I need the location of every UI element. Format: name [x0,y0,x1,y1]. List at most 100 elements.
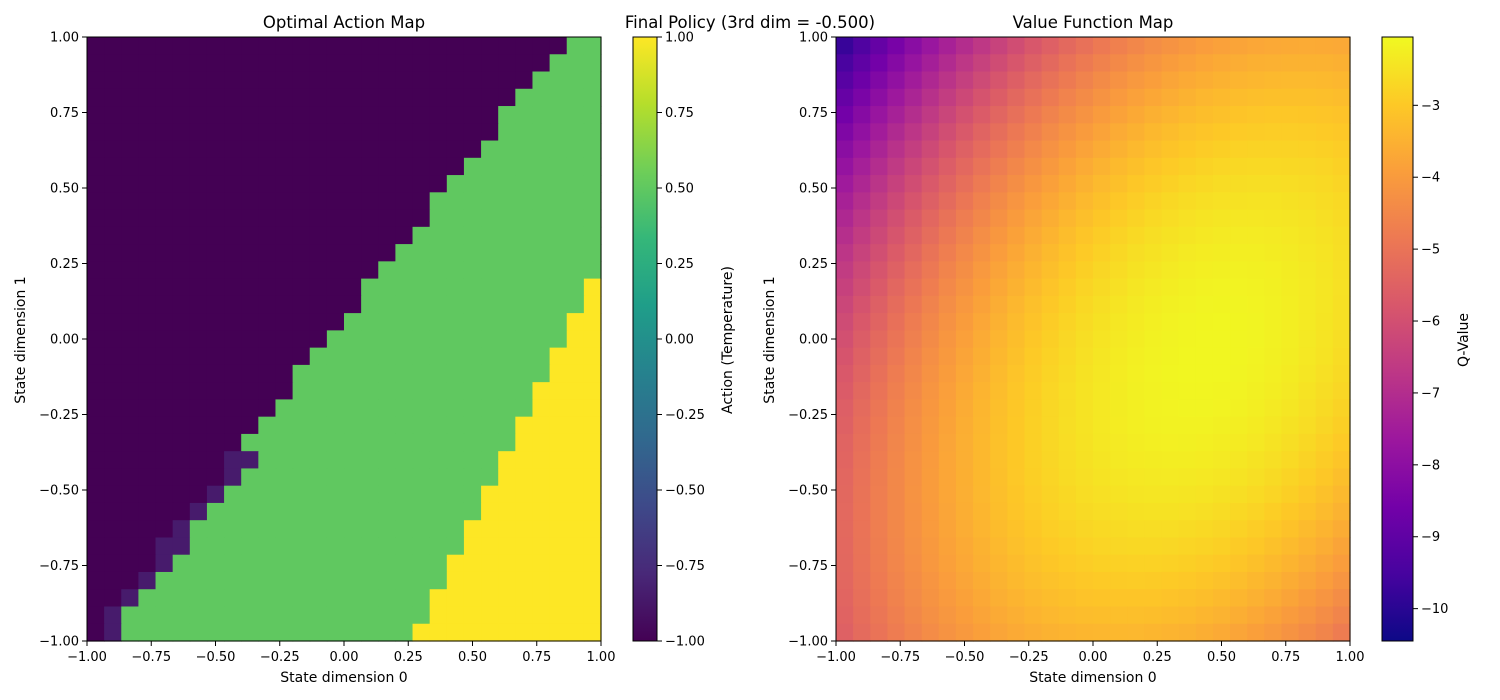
heatmap-cell [258,485,277,504]
heatmap-cell [155,330,174,349]
heatmap-cell [1007,364,1026,383]
heatmap-cell [344,88,362,107]
heatmap-cell [361,347,379,366]
heatmap-cell [87,192,105,211]
heatmap-cell [155,606,174,625]
heatmap-cell [463,244,482,262]
heatmap-cell [155,433,174,452]
heatmap-cell [1332,244,1351,262]
heatmap-cell [549,140,568,159]
heatmap-cell [292,54,311,73]
heatmap-cell [292,226,311,245]
heatmap-cell [887,433,906,452]
heatmap-cell [1041,347,1060,366]
heatmap-cell [446,399,465,418]
heatmap-cell [1127,244,1145,262]
heatmap-cell [1212,485,1231,504]
heatmap-cell [155,347,174,366]
heatmap-cell [1127,589,1145,608]
heatmap-cell [1058,106,1077,124]
heatmap-cell [412,502,431,521]
heatmap-cell [344,295,362,314]
heatmap-cell [1178,623,1197,642]
heatmap-cell [973,71,991,90]
heatmap-cell [1247,88,1265,107]
heatmap-cell [412,175,431,193]
heatmap-cell [973,330,991,349]
heatmap-cell [258,502,277,521]
heatmap-cell [955,244,974,262]
heatmap-cell [446,623,465,642]
heatmap-cell [515,537,534,556]
action-map-x-tick-label: −0.50 [196,650,236,665]
heatmap-cell [990,106,1008,124]
heatmap-cell [258,520,277,539]
heatmap-cell [378,433,396,452]
heatmap-cell [395,520,414,539]
heatmap-cell [549,175,568,193]
heatmap-cell [1332,399,1351,418]
heatmap-cell [241,433,259,452]
heatmap-cell [870,244,888,262]
heatmap-cell [395,295,414,314]
heatmap-cell [1161,520,1180,539]
heatmap-cell [955,157,974,176]
heatmap-cell [361,416,379,435]
heatmap-cell [1264,175,1283,193]
heatmap-cell [87,554,105,573]
heatmap-cell [309,399,328,418]
heatmap-cell [361,606,379,625]
heatmap-cell [1298,226,1317,245]
heatmap-cell [1247,451,1265,470]
heatmap-cell [1195,330,1214,349]
heatmap-cell [1144,295,1163,314]
heatmap-cell [498,502,516,521]
heatmap-cell [853,140,871,159]
heatmap-cell [549,295,568,314]
heatmap-cell [1230,399,1248,418]
heatmap-cell [429,209,448,228]
heatmap-cell [121,244,139,262]
heatmap-cell [1212,451,1231,470]
heatmap-cell [870,399,888,418]
heatmap-cell [446,157,465,176]
heatmap-cell [1058,468,1077,487]
heatmap-cell [1024,261,1043,280]
heatmap-cell [921,364,940,383]
heatmap-cell [1058,330,1077,349]
heatmap-cell [990,433,1008,452]
heatmap-cell [955,485,974,504]
heatmap-cell [1093,37,1111,55]
heatmap-cell [532,313,551,331]
heatmap-cell [104,623,122,642]
heatmap-cell [1041,313,1060,331]
heatmap-cell [258,123,277,142]
heatmap-cell [938,589,957,608]
heatmap-cell [955,399,974,418]
heatmap-cell [532,261,551,280]
heatmap-cell [258,416,277,435]
heatmap-cell [1041,364,1060,383]
heatmap-cell [836,295,854,314]
heatmap-cell [206,157,225,176]
heatmap-cell [566,606,585,625]
heatmap-cell [1007,347,1026,366]
heatmap-cell [938,347,957,366]
heatmap-cell [1127,71,1145,90]
heatmap-cell [1332,261,1351,280]
heatmap-cell [104,140,122,159]
heatmap-cell [138,37,157,55]
heatmap-cell [87,606,105,625]
heatmap-cell [241,140,259,159]
heatmap-cell [395,451,414,470]
heatmap-cell [921,554,940,573]
heatmap-cell [870,157,888,176]
heatmap-cell [258,244,277,262]
action-colorbar-tick-label: 1.00 [665,31,694,46]
heatmap-cell [1007,382,1026,400]
heatmap-cell [904,589,923,608]
heatmap-cell [1041,589,1060,608]
heatmap-cell [566,157,585,176]
heatmap-cell [938,433,957,452]
heatmap-cell [1161,554,1180,573]
